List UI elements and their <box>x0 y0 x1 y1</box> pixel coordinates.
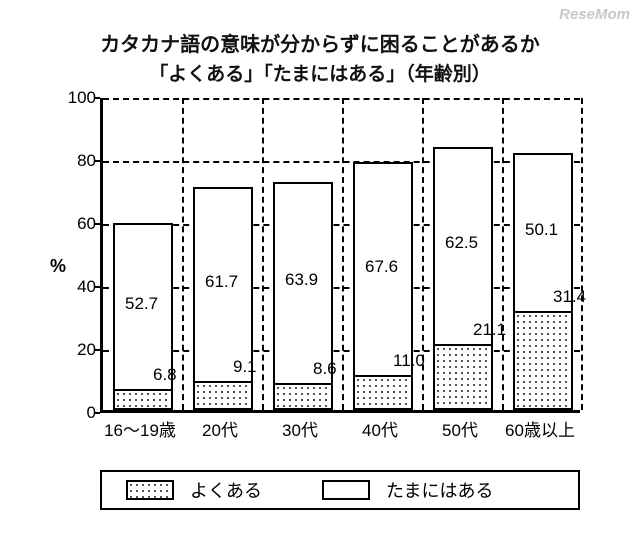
plot-area: 52.7 6.8 61.7 9.1 63.9 8.6 67.6 11.0 62.5 21.1 50.… <box>100 98 580 413</box>
x-grid-line <box>342 98 344 410</box>
title-line-1: カタカナ語の意味が分からずに困ることがあるか <box>0 28 640 57</box>
x-tick-label: 16～19歳 <box>104 416 176 441</box>
value-label-sometimes: 52.7 <box>125 294 158 314</box>
x-tick-label: 50代 <box>442 416 478 441</box>
value-label-sometimes: 63.9 <box>285 270 318 290</box>
value-label-sometimes: 67.6 <box>365 257 398 277</box>
legend-swatch-often <box>126 480 174 500</box>
legend-swatch-sometimes <box>322 480 370 500</box>
x-grid-line <box>182 98 184 410</box>
value-label-sometimes: 62.5 <box>445 233 478 253</box>
value-label-often: 9.1 <box>233 357 257 377</box>
value-label-often: 8.6 <box>313 359 337 379</box>
title-line-2: 「よくある」「たまにはある」（年齢別） <box>0 59 640 86</box>
bar-often <box>273 383 333 410</box>
y-tick-mark <box>94 97 100 99</box>
value-label-often: 31.4 <box>553 287 586 307</box>
y-tick-mark <box>94 223 100 225</box>
x-tick-label: 60歳以上 <box>505 416 575 441</box>
legend-label-often: よくある <box>190 477 262 503</box>
x-tick-label: 40代 <box>362 416 398 441</box>
y-tick-label: 80 <box>62 151 96 171</box>
value-label-often: 6.8 <box>153 365 177 385</box>
bar-often <box>433 344 493 410</box>
y-tick-label: 20 <box>62 340 96 360</box>
value-label-often: 11.0 <box>393 351 425 371</box>
y-axis-label: % <box>50 256 66 277</box>
value-label-often: 21.1 <box>473 320 506 340</box>
value-label-sometimes: 61.7 <box>205 272 238 292</box>
value-label-sometimes: 50.1 <box>525 220 558 240</box>
y-tick-mark <box>94 286 100 288</box>
legend-item-often: よくある <box>126 477 262 503</box>
chart-area: % 52.76.861.79.163.98.667.611.062.521.15… <box>40 98 600 458</box>
x-tick-label: 30代 <box>282 416 318 441</box>
x-grid-line <box>262 98 264 410</box>
y-tick-label: 60 <box>62 214 96 234</box>
legend-label-sometimes: たまにはある <box>386 477 493 503</box>
legend-item-sometimes: たまにはある <box>322 477 493 503</box>
y-tick-mark <box>94 349 100 351</box>
y-tick-mark <box>94 412 100 414</box>
y-tick-label: 100 <box>62 88 96 108</box>
x-tick-label: 20代 <box>202 416 238 441</box>
y-tick-label: 40 <box>62 277 96 297</box>
y-tick-mark <box>94 160 100 162</box>
bar-often <box>353 375 413 410</box>
bar-often <box>113 389 173 410</box>
chart-title: カタカナ語の意味が分からずに困ることがあるか 「よくある」「たまにはある」（年齢… <box>0 0 640 86</box>
y-tick-label: 0 <box>62 403 96 423</box>
bar-often <box>193 381 253 410</box>
bar-often <box>513 311 573 410</box>
legend: よくある たまにはある <box>100 470 580 510</box>
watermark-text: ReseMom <box>559 6 630 23</box>
x-grid-line <box>502 98 504 410</box>
x-grid-line <box>581 98 583 410</box>
